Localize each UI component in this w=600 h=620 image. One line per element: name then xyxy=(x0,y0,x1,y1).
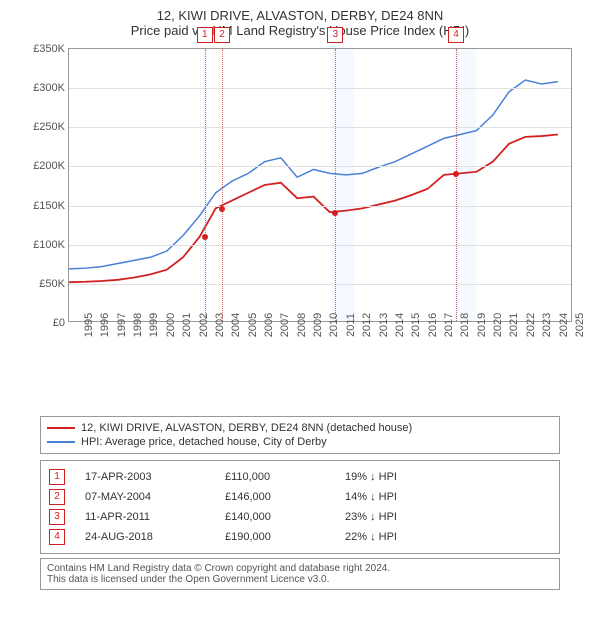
row-price: £110,000 xyxy=(225,471,345,483)
marker-box: 2 xyxy=(214,27,230,43)
marker-vline xyxy=(222,49,223,321)
legend-swatch xyxy=(47,441,75,443)
chart-container: 12, KIWI DRIVE, ALVASTON, DERBY, DE24 8N… xyxy=(0,0,600,590)
footer-line2: This data is licensed under the Open Gov… xyxy=(47,574,553,585)
transaction-point xyxy=(219,206,225,212)
transaction-point xyxy=(202,234,208,240)
ytick-label: £0 xyxy=(53,317,65,329)
ytick-label: £350K xyxy=(33,43,65,55)
grid-line xyxy=(69,127,571,128)
series-hpi xyxy=(69,80,558,269)
table-row: 2 07-MAY-2004£146,00014% ↓ HPI xyxy=(49,487,551,507)
legend-row: 12, KIWI DRIVE, ALVASTON, DERBY, DE24 8N… xyxy=(47,421,553,435)
table-row: 4 24-AUG-2018£190,00022% ↓ HPI xyxy=(49,527,551,547)
marker-box: 3 xyxy=(327,27,343,43)
marker-vline xyxy=(205,49,206,321)
legend-label: 12, KIWI DRIVE, ALVASTON, DERBY, DE24 8N… xyxy=(81,422,412,434)
row-date: 17-APR-2003 xyxy=(85,471,225,483)
grid-line xyxy=(69,166,571,167)
line-series-svg xyxy=(69,49,571,321)
grid-line xyxy=(69,284,571,285)
row-price: £146,000 xyxy=(225,491,345,503)
title-subtitle: Price paid vs. HM Land Registry's House … xyxy=(0,23,600,38)
legend-box: 12, KIWI DRIVE, ALVASTON, DERBY, DE24 8N… xyxy=(40,416,560,454)
footer-line1: Contains HM Land Registry data © Crown c… xyxy=(47,563,553,574)
ytick-label: £150K xyxy=(33,200,65,212)
marker-vline xyxy=(335,49,336,321)
table-row: 3 11-APR-2011£140,00023% ↓ HPI xyxy=(49,507,551,527)
grid-line xyxy=(69,245,571,246)
row-delta: 14% ↓ HPI xyxy=(345,491,551,503)
legend-swatch xyxy=(47,427,75,429)
series-property xyxy=(69,134,558,282)
transaction-point xyxy=(332,210,338,216)
legend-label: HPI: Average price, detached house, City… xyxy=(81,436,327,448)
title-address: 12, KIWI DRIVE, ALVASTON, DERBY, DE24 8N… xyxy=(0,8,600,23)
footer-attribution: Contains HM Land Registry data © Crown c… xyxy=(40,558,560,590)
row-marker: 4 xyxy=(49,529,65,545)
row-delta: 19% ↓ HPI xyxy=(345,471,551,483)
marker-vline xyxy=(456,49,457,321)
row-date: 07-MAY-2004 xyxy=(85,491,225,503)
transactions-table: 1 17-APR-2003£110,00019% ↓ HPI 2 07-MAY-200… xyxy=(40,460,560,554)
row-marker: 1 xyxy=(49,469,65,485)
row-price: £140,000 xyxy=(225,511,345,523)
ytick-label: £100K xyxy=(33,239,65,251)
ytick-label: £250K xyxy=(33,121,65,133)
row-marker: 3 xyxy=(49,509,65,525)
grid-line xyxy=(69,206,571,207)
ytick-label: £50K xyxy=(39,278,65,290)
chart-area: £0£50K£100K£150K£200K£250K£300K£350K1995… xyxy=(20,42,580,372)
ytick-label: £300K xyxy=(33,82,65,94)
title-block: 12, KIWI DRIVE, ALVASTON, DERBY, DE24 8N… xyxy=(0,0,600,42)
row-date: 24-AUG-2018 xyxy=(85,531,225,543)
table-row: 1 17-APR-2003£110,00019% ↓ HPI xyxy=(49,467,551,487)
row-date: 11-APR-2011 xyxy=(85,511,225,523)
row-price: £190,000 xyxy=(225,531,345,543)
legend-row: HPI: Average price, detached house, City… xyxy=(47,435,553,449)
grid-line xyxy=(69,88,571,89)
marker-box: 1 xyxy=(197,27,213,43)
marker-box: 4 xyxy=(448,27,464,43)
row-marker: 2 xyxy=(49,489,65,505)
plot-area: £0£50K£100K£150K£200K£250K£300K£350K1995… xyxy=(68,48,572,322)
ytick-label: £200K xyxy=(33,160,65,172)
row-delta: 22% ↓ HPI xyxy=(345,531,551,543)
row-delta: 23% ↓ HPI xyxy=(345,511,551,523)
xtick-label: 2025 xyxy=(560,313,586,337)
transaction-point xyxy=(453,171,459,177)
